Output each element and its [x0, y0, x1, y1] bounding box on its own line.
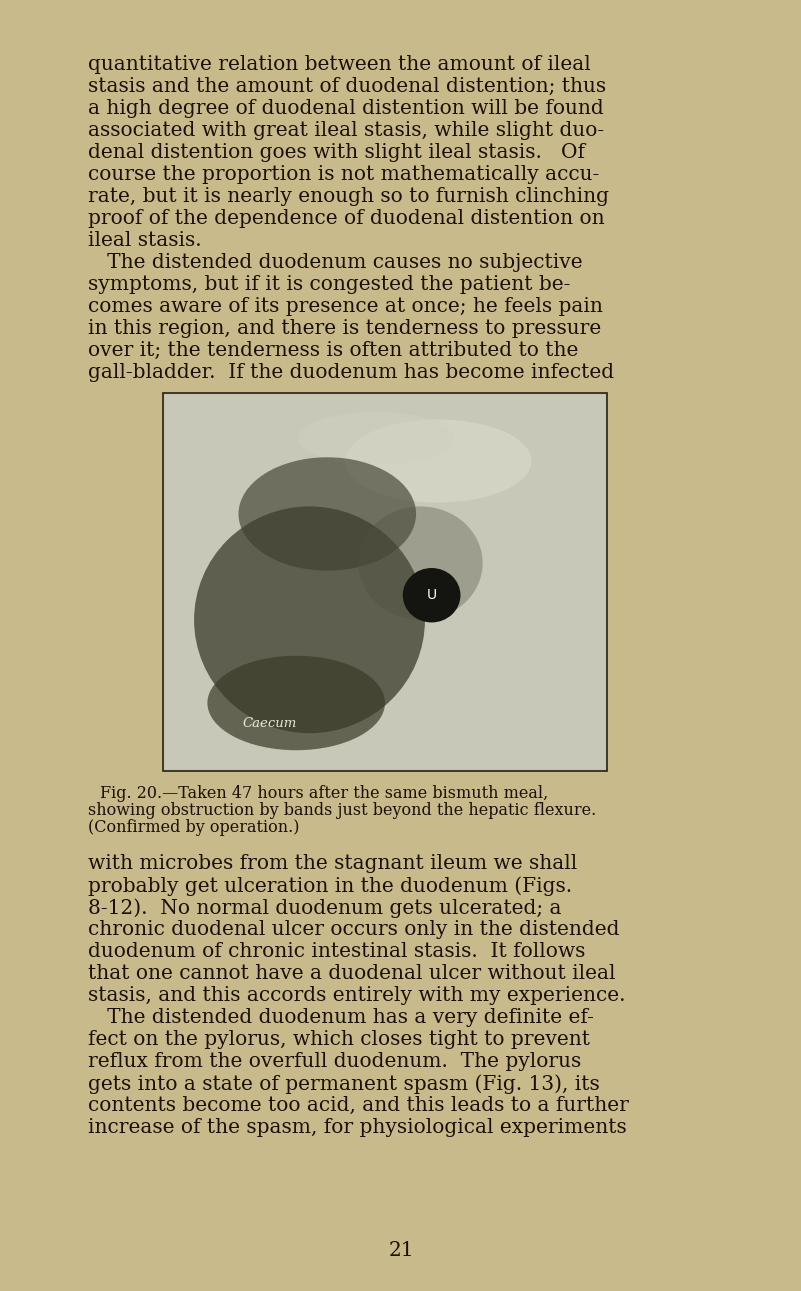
Text: 8-12).  No normal duodenum gets ulcerated; a: 8-12). No normal duodenum gets ulcerated…: [88, 899, 562, 918]
Text: in this region, and there is tenderness to pressure: in this region, and there is tenderness …: [88, 319, 602, 338]
Text: U: U: [427, 589, 437, 602]
Text: The distended duodenum causes no subjective: The distended duodenum causes no subject…: [88, 253, 582, 272]
Text: Fig. 20.—Taken 47 hours after the same bismuth meal,: Fig. 20.—Taken 47 hours after the same b…: [100, 785, 548, 802]
Text: gall-bladder.  If the duodenum has become infected: gall-bladder. If the duodenum has become…: [88, 363, 614, 382]
Ellipse shape: [358, 506, 483, 620]
Bar: [165, 395, 605, 769]
Ellipse shape: [299, 412, 454, 465]
Text: fect on the pylorus, which closes tight to prevent: fect on the pylorus, which closes tight …: [88, 1030, 590, 1050]
Text: course the proportion is not mathematically accu-: course the proportion is not mathematica…: [88, 165, 599, 185]
Text: proof of the dependence of duodenal distention on: proof of the dependence of duodenal dist…: [88, 209, 605, 229]
Text: comes aware of its presence at once; he feels pain: comes aware of its presence at once; he …: [88, 297, 603, 316]
Text: stasis, and this accords entirely with my experience.: stasis, and this accords entirely with m…: [88, 986, 626, 1004]
Text: chronic duodenal ulcer occurs only in the distended: chronic duodenal ulcer occurs only in th…: [88, 920, 619, 939]
Text: that one cannot have a duodenal ulcer without ileal: that one cannot have a duodenal ulcer wi…: [88, 964, 615, 982]
Text: increase of the spasm, for physiological experiments: increase of the spasm, for physiological…: [88, 1118, 626, 1137]
Text: associated with great ileal stasis, while slight duo-: associated with great ileal stasis, whil…: [88, 121, 604, 139]
Text: (Confirmed by operation.): (Confirmed by operation.): [88, 818, 300, 837]
Text: contents become too acid, and this leads to a further: contents become too acid, and this leads…: [88, 1096, 629, 1115]
Text: stasis and the amount of duodenal distention; thus: stasis and the amount of duodenal disten…: [88, 77, 606, 96]
Ellipse shape: [403, 568, 461, 622]
Text: a high degree of duodenal distention will be found: a high degree of duodenal distention wil…: [88, 99, 604, 117]
Ellipse shape: [194, 506, 425, 733]
Text: showing obstruction by bands just beyond the hepatic flexure.: showing obstruction by bands just beyond…: [88, 802, 596, 818]
Text: symptoms, but if it is congested the patient be-: symptoms, but if it is congested the pat…: [88, 275, 570, 294]
Text: ileal stasis.: ileal stasis.: [88, 231, 202, 250]
Text: with microbes from the stagnant ileum we shall: with microbes from the stagnant ileum we…: [88, 855, 578, 873]
Text: Caecum: Caecum: [243, 718, 297, 731]
Text: over it; the tenderness is often attributed to the: over it; the tenderness is often attribu…: [88, 341, 578, 360]
Text: gets into a state of permanent spasm (Fig. 13), its: gets into a state of permanent spasm (Fi…: [88, 1074, 600, 1093]
Text: reflux from the overfull duodenum.  The pylorus: reflux from the overfull duodenum. The p…: [88, 1052, 582, 1072]
Ellipse shape: [345, 420, 532, 502]
Text: quantitative relation between the amount of ileal: quantitative relation between the amount…: [88, 56, 591, 74]
Ellipse shape: [207, 656, 385, 750]
Text: denal distention goes with slight ileal stasis.   Of: denal distention goes with slight ileal …: [88, 143, 585, 161]
Text: probably get ulceration in the duodenum (Figs.: probably get ulceration in the duodenum …: [88, 877, 572, 896]
Bar: [163, 392, 607, 771]
Text: The distended duodenum has a very definite ef-: The distended duodenum has a very defini…: [88, 1008, 594, 1028]
Ellipse shape: [239, 457, 416, 571]
Text: duodenum of chronic intestinal stasis.  It follows: duodenum of chronic intestinal stasis. I…: [88, 942, 586, 961]
Text: rate, but it is nearly enough so to furnish clinching: rate, but it is nearly enough so to furn…: [88, 187, 609, 207]
Text: 21: 21: [388, 1241, 414, 1260]
